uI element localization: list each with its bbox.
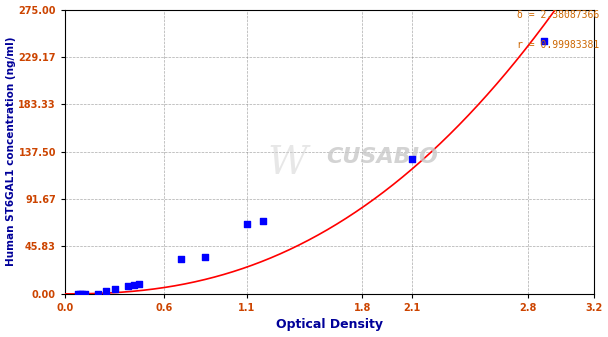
Point	[201, 254, 210, 259]
Point	[407, 157, 417, 162]
Point	[75, 291, 85, 297]
Point	[176, 256, 185, 262]
Point	[109, 286, 119, 292]
X-axis label: Optical Density: Optical Density	[276, 318, 383, 332]
Text: r = 0.99983381: r = 0.99983381	[517, 40, 599, 51]
Point	[258, 219, 268, 224]
Point	[80, 291, 89, 297]
Text: CUSABIO: CUSABIO	[326, 147, 438, 167]
Point	[134, 281, 144, 286]
Point	[93, 291, 103, 297]
Point	[73, 291, 83, 297]
Point	[130, 282, 139, 287]
Point	[539, 38, 549, 43]
Point	[242, 221, 252, 226]
Text: W: W	[267, 145, 307, 182]
Text: δ = 2.38087366: δ = 2.38087366	[517, 10, 599, 20]
Point	[123, 283, 133, 288]
Point	[102, 288, 111, 294]
Point	[77, 291, 87, 297]
Y-axis label: Human ST6GAL1 concentration (ng/ml): Human ST6GAL1 concentration (ng/ml)	[5, 37, 16, 267]
